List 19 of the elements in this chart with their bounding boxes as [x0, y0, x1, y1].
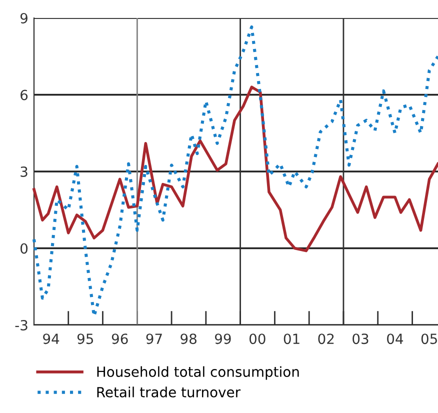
y-tick-label: 6	[20, 90, 28, 100]
x-tick-label: 05	[421, 334, 437, 344]
legend-label: Household total consumption	[97, 366, 299, 380]
y-tick-label: 9	[20, 12, 28, 24]
x-tick-label: 98	[180, 334, 196, 344]
y-tick-label: 3	[20, 166, 28, 177]
x-tick-label: 94	[43, 334, 60, 344]
y-tick-label: 0	[20, 243, 28, 254]
x-tick-label: 99	[215, 334, 231, 344]
x-tick-label: 95	[77, 334, 94, 344]
x-tick-label: 00	[250, 334, 266, 344]
x-tick-label: 02	[318, 334, 334, 344]
x-tick-label: 97	[146, 334, 162, 344]
legend-label: Retail trade turnover	[97, 386, 241, 398]
x-tick-label: 96	[112, 334, 128, 344]
y-tick-label: -3	[15, 320, 28, 330]
x-tick-label: 01	[284, 334, 300, 344]
x-tick-label: 04	[387, 334, 404, 344]
x-tick-label: 03	[352, 334, 368, 344]
